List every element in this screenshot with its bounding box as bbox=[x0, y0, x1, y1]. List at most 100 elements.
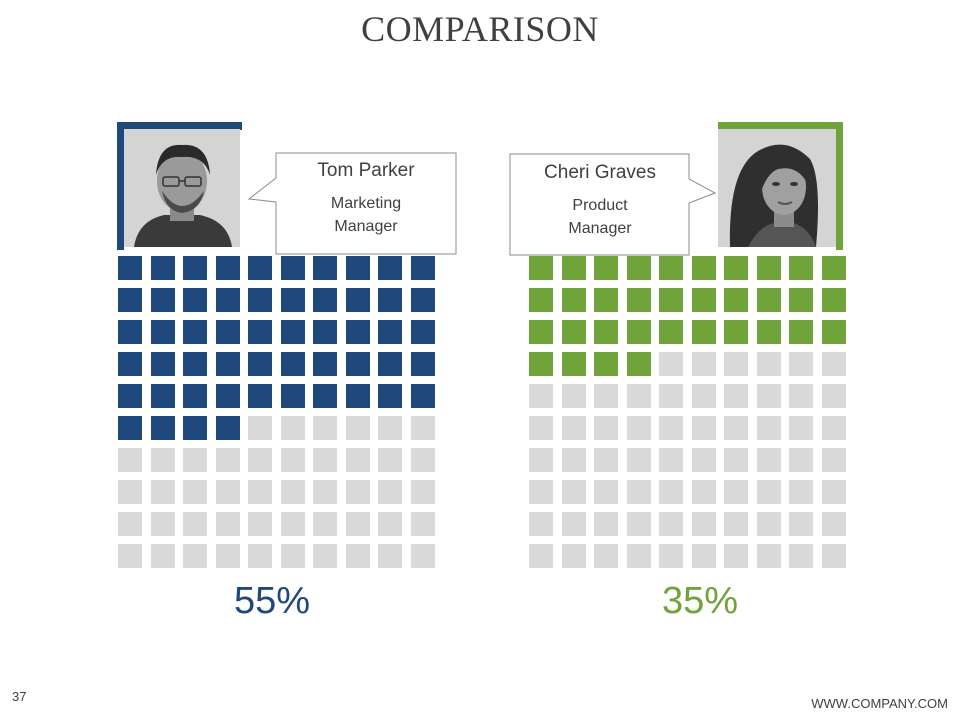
waffle-cell-empty bbox=[756, 448, 781, 472]
waffle-cell-filled bbox=[626, 288, 651, 312]
waffle-cell-filled bbox=[756, 320, 781, 344]
waffle-cell-empty bbox=[561, 544, 586, 568]
waffle-cell-filled bbox=[280, 384, 305, 408]
person-role-line2: Manager bbox=[334, 218, 398, 235]
waffle-cell-empty bbox=[626, 512, 651, 536]
percent-label-tom: 55% bbox=[233, 580, 311, 622]
waffle-cell-empty bbox=[789, 544, 813, 568]
waffle-cell-empty bbox=[691, 352, 716, 376]
waffle-cell-filled bbox=[594, 352, 618, 376]
waffle-cell-empty bbox=[626, 544, 651, 568]
waffle-cell-filled bbox=[280, 320, 305, 344]
waffle-cell-empty bbox=[248, 448, 272, 472]
waffle-cell-empty bbox=[691, 448, 716, 472]
waffle-cell-filled bbox=[821, 288, 846, 312]
waffle-cell-filled bbox=[150, 352, 175, 376]
waffle-cell-empty bbox=[215, 512, 240, 536]
waffle-cell-empty bbox=[691, 416, 716, 440]
waffle-cell-empty bbox=[248, 512, 272, 536]
waffle-cell-empty bbox=[659, 480, 683, 504]
person-role-line2: Manager bbox=[568, 220, 632, 237]
waffle-cell-empty bbox=[529, 512, 553, 536]
waffle-cell-filled bbox=[215, 288, 240, 312]
waffle-cell-empty bbox=[821, 512, 846, 536]
waffle-cell-empty bbox=[821, 384, 846, 408]
waffle-cell-filled bbox=[248, 352, 272, 376]
man-portrait-icon bbox=[124, 129, 240, 247]
waffle-cell-empty bbox=[756, 544, 781, 568]
waffle-cell-filled bbox=[529, 256, 553, 280]
waffle-cell-empty bbox=[789, 352, 813, 376]
waffle-cell-filled bbox=[183, 320, 207, 344]
waffle-cell-empty bbox=[345, 544, 370, 568]
waffle-cell-empty bbox=[345, 480, 370, 504]
waffle-cell-empty bbox=[248, 544, 272, 568]
waffle-cell-filled bbox=[118, 416, 142, 440]
waffle-cell-empty bbox=[561, 416, 586, 440]
waffle-cell-filled bbox=[410, 256, 435, 280]
waffle-cell-empty bbox=[724, 448, 748, 472]
woman-portrait-icon bbox=[718, 129, 836, 247]
speech-bubble-left bbox=[248, 152, 457, 255]
waffle-cell-filled bbox=[378, 320, 402, 344]
waffle-cell-empty bbox=[248, 416, 272, 440]
waffle-cell-empty bbox=[691, 512, 716, 536]
person-name: Cheri Graves bbox=[544, 162, 656, 183]
waffle-cell-empty bbox=[150, 480, 175, 504]
waffle-cell-filled bbox=[183, 352, 207, 376]
waffle-cell-filled bbox=[626, 256, 651, 280]
waffle-cell-empty bbox=[118, 544, 142, 568]
avatar-cheri bbox=[718, 129, 836, 247]
waffle-cell-empty bbox=[183, 512, 207, 536]
waffle-cell-filled bbox=[183, 384, 207, 408]
waffle-cell-filled bbox=[345, 256, 370, 280]
waffle-cell-empty bbox=[789, 512, 813, 536]
waffle-cell-filled bbox=[789, 256, 813, 280]
waffle-cell-empty bbox=[280, 544, 305, 568]
waffle-cell-filled bbox=[150, 288, 175, 312]
waffle-cell-filled bbox=[410, 384, 435, 408]
waffle-cell-filled bbox=[626, 320, 651, 344]
waffle-cell-empty bbox=[529, 448, 553, 472]
waffle-cell-empty bbox=[724, 416, 748, 440]
waffle-cell-filled bbox=[378, 352, 402, 376]
waffle-cell-filled bbox=[410, 320, 435, 344]
waffle-cell-filled bbox=[410, 288, 435, 312]
waffle-cell-empty bbox=[756, 384, 781, 408]
waffle-cell-filled bbox=[659, 256, 683, 280]
waffle-cell-empty bbox=[248, 480, 272, 504]
waffle-cell-filled bbox=[118, 288, 142, 312]
waffle-cell-empty bbox=[594, 416, 618, 440]
waffle-cell-filled bbox=[561, 256, 586, 280]
waffle-cell-empty bbox=[378, 416, 402, 440]
waffle-cell-empty bbox=[378, 544, 402, 568]
waffle-cell-empty bbox=[215, 448, 240, 472]
waffle-cell-empty bbox=[345, 512, 370, 536]
waffle-cell-filled bbox=[280, 256, 305, 280]
waffle-cell-empty bbox=[626, 384, 651, 408]
waffle-cell-empty bbox=[724, 544, 748, 568]
waffle-cell-empty bbox=[659, 544, 683, 568]
waffle-cell-filled bbox=[345, 320, 370, 344]
waffle-cell-filled bbox=[313, 288, 337, 312]
waffle-cell-empty bbox=[756, 416, 781, 440]
waffle-cell-empty bbox=[789, 416, 813, 440]
waffle-cell-empty bbox=[659, 448, 683, 472]
waffle-cell-empty bbox=[821, 480, 846, 504]
waffle-cell-empty bbox=[280, 448, 305, 472]
waffle-cell-filled bbox=[215, 416, 240, 440]
waffle-cell-empty bbox=[756, 352, 781, 376]
waffle-cell-empty bbox=[594, 448, 618, 472]
waffle-cell-filled bbox=[626, 352, 651, 376]
waffle-cell-empty bbox=[659, 416, 683, 440]
waffle-cell-empty bbox=[280, 416, 305, 440]
waffle-cell-empty bbox=[789, 480, 813, 504]
waffle-cell-empty bbox=[410, 480, 435, 504]
waffle-cell-empty bbox=[313, 544, 337, 568]
waffle-cell-empty bbox=[594, 480, 618, 504]
waffle-cell-empty bbox=[691, 384, 716, 408]
waffle-cell-filled bbox=[789, 288, 813, 312]
waffle-cell-empty bbox=[724, 352, 748, 376]
waffle-cell-empty bbox=[313, 416, 337, 440]
waffle-cell-empty bbox=[378, 480, 402, 504]
